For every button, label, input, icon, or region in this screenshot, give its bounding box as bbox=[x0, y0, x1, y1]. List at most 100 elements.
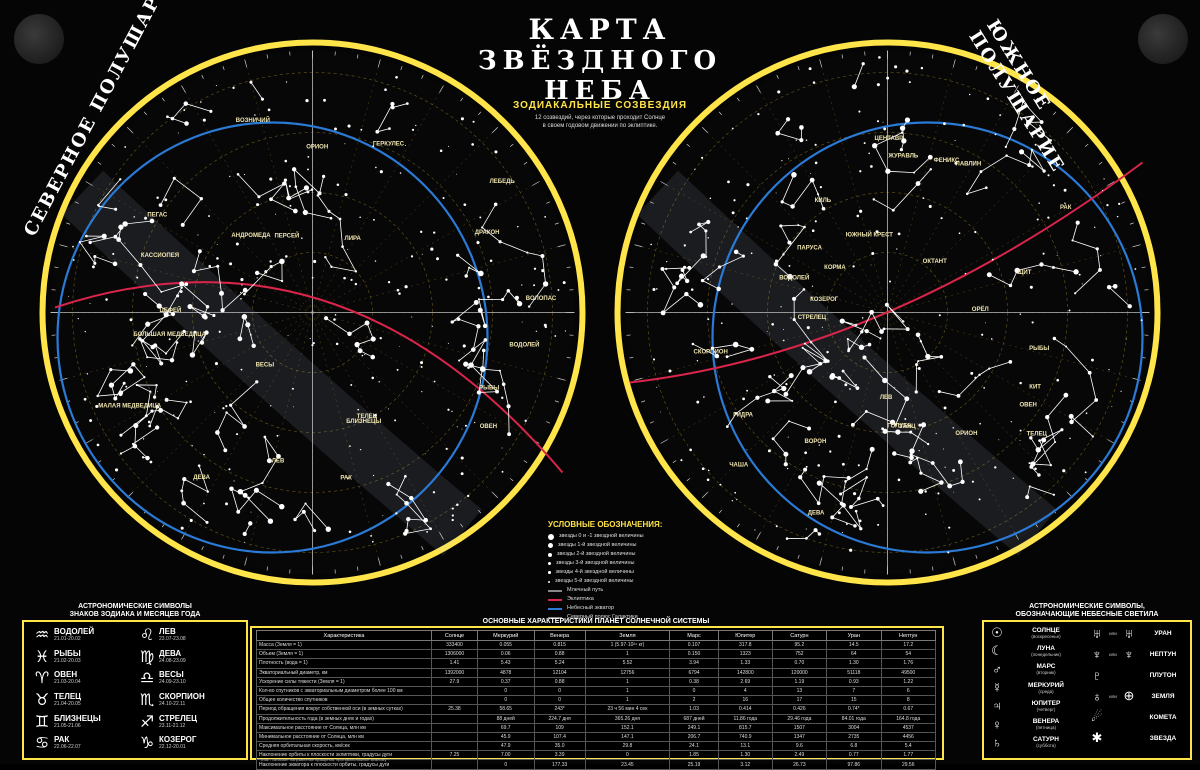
title-line-1: КАРТА bbox=[420, 14, 780, 46]
star bbox=[269, 178, 272, 181]
star bbox=[879, 337, 881, 339]
star bbox=[102, 234, 107, 239]
star bbox=[1065, 345, 1067, 347]
constellation-label: БОЛЬШАЯ МЕДВЕДИЦА bbox=[133, 332, 206, 338]
star bbox=[176, 294, 179, 297]
star bbox=[1064, 203, 1065, 204]
star bbox=[834, 400, 837, 403]
star bbox=[936, 433, 937, 434]
table-cell: 35.0 bbox=[534, 742, 585, 751]
star bbox=[706, 220, 710, 224]
star bbox=[1005, 146, 1007, 148]
zodiac-sign-dates: 22.06-22.07 bbox=[54, 744, 81, 750]
star bbox=[146, 366, 147, 367]
star bbox=[814, 528, 818, 532]
star bbox=[207, 490, 209, 492]
celestial-body-item: ♁или⊕ЗЕМЛЯ bbox=[1087, 687, 1187, 705]
zodiac-sign-name: СКОРПИОН bbox=[159, 692, 205, 701]
star bbox=[242, 314, 248, 320]
star bbox=[999, 114, 1001, 116]
star bbox=[751, 252, 753, 254]
star bbox=[390, 102, 394, 106]
zodiac-symbol-icon: ♓ bbox=[30, 647, 54, 666]
star bbox=[842, 532, 843, 533]
zodiacal-text-2: в своем годовом движении по эклиптике. bbox=[508, 122, 692, 130]
star bbox=[1117, 216, 1118, 217]
star bbox=[242, 424, 247, 429]
star bbox=[222, 407, 224, 409]
star bbox=[1128, 306, 1129, 307]
celestial-body-item: ☉СОЛНЦЕ(воскресенье) bbox=[987, 624, 1085, 642]
star bbox=[800, 365, 805, 370]
star bbox=[155, 384, 157, 386]
star bbox=[1128, 304, 1132, 308]
table-cell bbox=[432, 742, 478, 751]
star bbox=[170, 358, 174, 362]
table-cell: Экваториальный диаметр, км bbox=[257, 668, 432, 677]
star bbox=[718, 265, 721, 268]
star bbox=[829, 374, 835, 380]
star bbox=[143, 292, 147, 296]
star bbox=[862, 356, 866, 360]
star bbox=[810, 341, 812, 343]
celestial-symbol-icon: ♆ bbox=[1087, 647, 1107, 662]
star bbox=[726, 425, 729, 428]
star bbox=[120, 452, 122, 454]
table-cell bbox=[432, 732, 478, 741]
star bbox=[970, 372, 973, 375]
constellation-label: ЦЕФЕЙ bbox=[159, 306, 181, 314]
star bbox=[462, 429, 463, 430]
star bbox=[113, 262, 118, 267]
star bbox=[784, 392, 789, 397]
star bbox=[143, 376, 145, 378]
star bbox=[478, 298, 480, 300]
star bbox=[939, 480, 943, 484]
legend-item: Эклиптика bbox=[548, 595, 668, 604]
star bbox=[149, 391, 151, 393]
star bbox=[1092, 435, 1094, 437]
table-cell: 4456 bbox=[881, 732, 936, 741]
table-cell: 29.8 bbox=[585, 742, 669, 751]
star bbox=[228, 468, 230, 470]
star bbox=[817, 501, 821, 505]
star bbox=[166, 115, 169, 118]
star bbox=[822, 207, 826, 211]
star bbox=[72, 246, 74, 248]
star bbox=[411, 317, 412, 318]
star bbox=[190, 352, 195, 357]
table-cell: 7.00 bbox=[477, 751, 534, 760]
celestial-body-item: ☿МЕРКУРИЙ(среда) bbox=[987, 679, 1085, 697]
table-cell: 152.1 bbox=[585, 723, 669, 732]
star bbox=[270, 265, 273, 268]
star bbox=[355, 270, 357, 272]
star bbox=[339, 218, 342, 221]
table-cell: 24.1 bbox=[670, 742, 719, 751]
moon-icon bbox=[14, 14, 64, 64]
star bbox=[856, 215, 859, 218]
constellation-label: ПЕГАС bbox=[147, 213, 168, 219]
table-cell: 12104 bbox=[534, 668, 585, 677]
star bbox=[983, 387, 985, 389]
star bbox=[136, 277, 138, 279]
star-magnitude-icon bbox=[548, 581, 550, 583]
star bbox=[862, 317, 863, 318]
sky-box-title: АСТРОНОМИЧЕСКИЕ СИМВОЛЫ, ОБОЗНАЧАЮЩИЕ НЕ… bbox=[982, 603, 1192, 619]
star bbox=[1126, 338, 1127, 339]
constellation-label: КИЛЬ bbox=[815, 198, 832, 204]
star bbox=[337, 184, 340, 187]
table-cell: 64 bbox=[827, 650, 881, 659]
star bbox=[429, 527, 432, 530]
star bbox=[878, 56, 881, 59]
star bbox=[873, 198, 875, 200]
constellation-label: ГИДРА bbox=[733, 413, 753, 419]
constellation-label: ЦЕНТАВР bbox=[875, 136, 904, 142]
table-cell: 1.85 bbox=[670, 751, 719, 760]
star bbox=[733, 342, 739, 348]
star bbox=[1060, 428, 1063, 431]
table-cell: 0.107 bbox=[670, 641, 719, 650]
star bbox=[198, 249, 202, 253]
star bbox=[388, 127, 391, 130]
star bbox=[927, 443, 929, 445]
